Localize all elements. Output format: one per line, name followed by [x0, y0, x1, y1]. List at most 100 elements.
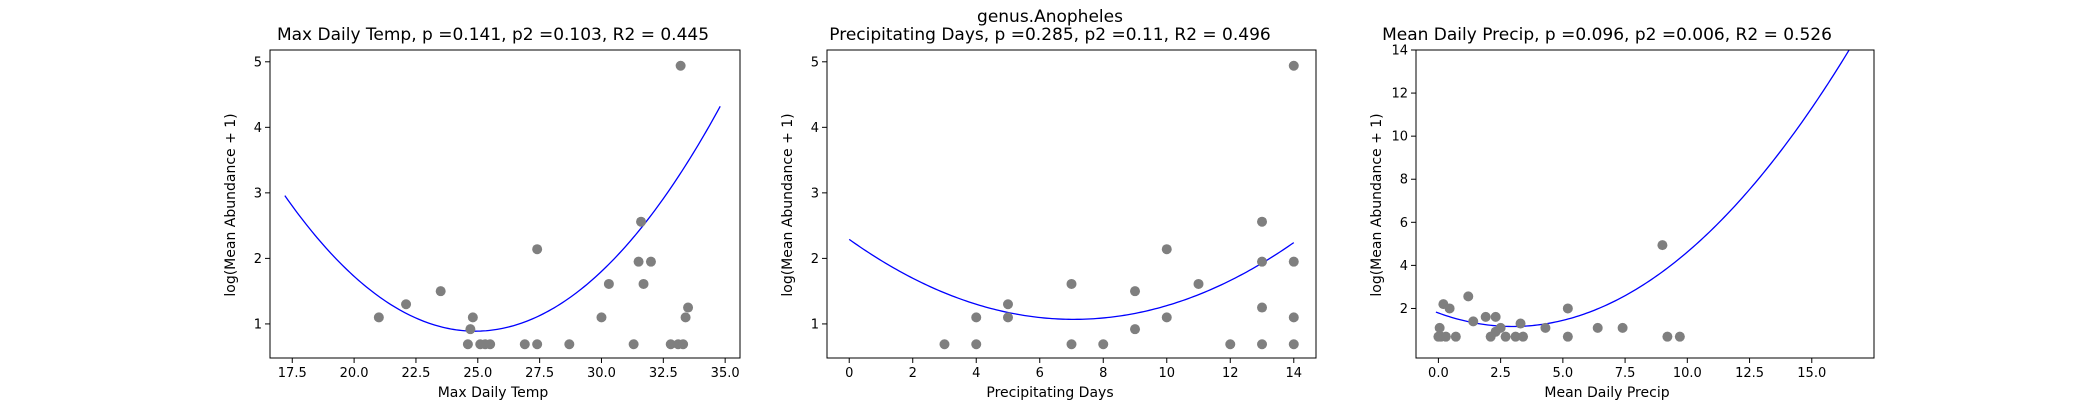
- y-tick-label: 4: [254, 121, 262, 136]
- data-point: [465, 324, 476, 335]
- x-tick-label: 12: [1222, 366, 1239, 381]
- axes-frame: [1415, 49, 1875, 359]
- data-point: [1463, 291, 1474, 302]
- x-tick-label: 14: [1285, 366, 1302, 381]
- y-tick-label: 2: [254, 252, 262, 267]
- y-tick-label: 5: [811, 55, 819, 70]
- data-point: [1495, 322, 1506, 333]
- y-tick-label: 5: [254, 55, 262, 70]
- y-tick-label: 12: [1391, 87, 1408, 102]
- data-point: [939, 339, 950, 350]
- data-point: [1480, 311, 1491, 322]
- y-tick-label: 2: [811, 252, 819, 267]
- y-tick-label: 1: [811, 317, 819, 332]
- x-tick-label: 30.0: [587, 366, 616, 381]
- x-tick-label: 27.5: [525, 366, 554, 381]
- data-point: [1161, 312, 1172, 323]
- x-tick-label: 32.5: [649, 366, 678, 381]
- y-tick-label: 6: [1400, 216, 1408, 231]
- data-point: [971, 339, 982, 350]
- data-point: [633, 256, 644, 267]
- data-point: [1225, 339, 1236, 350]
- data-point: [1288, 256, 1299, 267]
- data-point: [1450, 331, 1461, 342]
- y-tick-label: 14: [1391, 44, 1408, 59]
- data-point: [1161, 244, 1172, 255]
- data-point: [1066, 278, 1077, 289]
- x-tick-label: 2.5: [1490, 366, 1511, 381]
- data-point: [1515, 318, 1526, 329]
- data-point: [1617, 322, 1628, 333]
- data-point: [1662, 331, 1673, 342]
- data-point: [680, 312, 691, 323]
- x-tick-label: 22.5: [401, 366, 430, 381]
- figure-suptitle: genus.Anopheles: [977, 7, 1123, 27]
- data-point: [1002, 312, 1013, 323]
- x-axis-label: Mean Daily Precip: [1544, 385, 1669, 400]
- data-point: [401, 299, 412, 310]
- x-tick-label: 12.5: [1735, 366, 1764, 381]
- data-point: [1002, 299, 1013, 310]
- data-point: [1130, 324, 1141, 335]
- data-point: [1257, 216, 1268, 227]
- y-tick-label: 3: [811, 186, 819, 201]
- data-point: [1510, 331, 1521, 342]
- panel-precipitating-days: Precipitating Days, p =0.285, p2 =0.11, …: [780, 25, 1317, 400]
- data-point: [675, 60, 686, 71]
- x-tick-label: 25.0: [463, 366, 492, 381]
- x-tick-label: 20.0: [340, 366, 369, 381]
- fit-curve: [284, 106, 721, 332]
- data-point: [636, 216, 647, 227]
- data-point: [373, 312, 384, 323]
- x-tick-label: 0: [845, 366, 853, 381]
- data-point: [1193, 278, 1204, 289]
- data-point: [532, 244, 543, 255]
- x-axis-label: Precipitating Days: [986, 385, 1113, 400]
- y-axis-label: log(Mean Abundance + 1): [223, 113, 239, 296]
- data-point: [1518, 331, 1529, 342]
- data-point: [683, 302, 694, 313]
- data-point: [1434, 322, 1445, 333]
- data-point: [628, 339, 639, 350]
- axes-frame: [826, 49, 1317, 359]
- x-tick-label: 4: [972, 366, 980, 381]
- data-point: [467, 312, 478, 323]
- data-point: [1444, 303, 1455, 314]
- y-tick-label: 10: [1391, 130, 1408, 145]
- x-tick-label: 7.5: [1615, 366, 1636, 381]
- data-point: [1540, 322, 1551, 333]
- data-point: [1500, 331, 1511, 342]
- panel-title: Max Daily Temp, p =0.141, p2 =0.103, R2 …: [277, 25, 709, 45]
- y-axis-label: log(Mean Abundance + 1): [780, 113, 796, 296]
- x-tick-label: 5.0: [1553, 366, 1574, 381]
- x-tick-label: 8: [1099, 366, 1107, 381]
- data-point: [678, 339, 689, 350]
- data-point: [1468, 316, 1479, 327]
- fit-curve: [848, 238, 1295, 321]
- y-tick-label: 3: [254, 186, 262, 201]
- panel-max-daily-temp: Max Daily Temp, p =0.141, p2 =0.103, R2 …: [223, 25, 741, 400]
- data-point: [1490, 311, 1501, 322]
- data-point: [485, 339, 496, 350]
- x-tick-label: 0.0: [1428, 366, 1449, 381]
- x-tick-label: 35.0: [711, 366, 740, 381]
- x-tick-label: 15.0: [1797, 366, 1826, 381]
- data-point: [603, 278, 614, 289]
- data-point: [665, 339, 676, 350]
- y-tick-label: 1: [254, 317, 262, 332]
- data-point: [1288, 312, 1299, 323]
- x-axis-label: Max Daily Temp: [438, 385, 549, 400]
- x-tick-label: 2: [909, 366, 917, 381]
- data-point: [1288, 339, 1299, 350]
- data-point: [1562, 331, 1573, 342]
- x-tick-label: 17.5: [278, 366, 307, 381]
- data-point: [1440, 331, 1451, 342]
- data-point: [1592, 322, 1603, 333]
- data-point: [1130, 286, 1141, 297]
- data-point: [519, 339, 530, 350]
- data-point: [1257, 339, 1268, 350]
- y-axis-label: log(Mean Abundance + 1): [1369, 113, 1385, 296]
- y-tick-label: 8: [1400, 173, 1408, 188]
- fit-curve: [1435, 50, 1850, 328]
